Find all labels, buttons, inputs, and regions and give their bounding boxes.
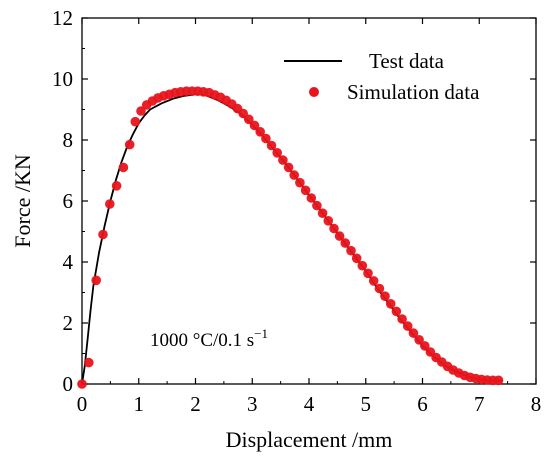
simulation-point <box>255 127 265 137</box>
simulation-point <box>380 291 390 302</box>
simulation-point <box>84 357 94 368</box>
simulation-point <box>130 116 141 127</box>
y-tick-label: 4 <box>63 250 74 274</box>
legend-label-simulation: Simulation data <box>347 80 480 104</box>
x-tick-label: 5 <box>361 392 372 416</box>
y-tick-label: 6 <box>63 189 74 213</box>
simulation-point <box>317 208 328 218</box>
simulation-point <box>391 306 402 317</box>
simulation-point <box>414 335 424 345</box>
simulation-point <box>105 199 115 209</box>
series-line-test-data <box>81 93 502 385</box>
simulation-point <box>272 148 283 158</box>
y-tick-label: 12 <box>52 6 73 30</box>
y-tick-label: 0 <box>63 372 74 396</box>
simulation-point <box>266 140 277 151</box>
simulation-point <box>323 216 334 226</box>
x-tick-label: 7 <box>474 392 485 416</box>
simulation-point <box>300 185 311 196</box>
simulation-point <box>118 162 129 173</box>
simulation-point <box>368 276 379 286</box>
legend: Test data Simulation data <box>284 49 480 104</box>
simulation-point <box>357 260 368 271</box>
series-layer <box>77 86 504 389</box>
simulation-point <box>111 181 122 191</box>
y-tick-label: 2 <box>63 311 74 335</box>
simulation-point <box>334 231 345 241</box>
simulation-point <box>244 114 254 125</box>
simulation-point <box>340 238 351 248</box>
simulation-point <box>385 299 396 309</box>
x-tick-label: 1 <box>134 392 145 416</box>
simulation-point <box>289 170 300 180</box>
simulation-point <box>261 133 271 144</box>
simulation-point <box>295 177 305 188</box>
x-axis-label: Displacement /mm <box>226 427 393 452</box>
simulation-point <box>402 321 413 331</box>
simulation-point <box>312 200 322 211</box>
simulation-point <box>420 341 430 351</box>
simulation-point <box>493 375 504 386</box>
simulation-point <box>136 106 146 116</box>
x-tick-label: 0 <box>77 392 88 416</box>
simulation-point <box>351 253 362 264</box>
simulation-point <box>278 155 288 165</box>
x-tick-label: 2 <box>190 392 201 416</box>
x-tick-label: 4 <box>304 392 315 416</box>
simulation-point <box>124 139 135 150</box>
legend-marker-swatch <box>309 87 319 97</box>
simulation-point <box>397 314 407 324</box>
simulation-point <box>329 223 339 234</box>
x-tick-label: 3 <box>247 392 258 416</box>
simulation-point <box>77 379 87 389</box>
simulation-point <box>306 193 317 203</box>
y-tick-label: 10 <box>52 67 73 91</box>
x-tick-label: 8 <box>531 392 542 416</box>
simulation-point <box>98 229 108 240</box>
simulation-point <box>374 283 385 294</box>
simulation-point <box>408 328 419 338</box>
simulation-point <box>363 268 373 279</box>
annotation-superscript: −1 <box>254 326 268 341</box>
simulation-point <box>249 120 260 131</box>
condition-annotation: 1000 °C/0.1 s−1 <box>150 326 268 351</box>
y-tick-label: 8 <box>63 128 74 152</box>
simulation-point <box>283 162 294 173</box>
legend-label-test: Test data <box>369 49 445 73</box>
y-axis-label: Force /KN <box>10 154 35 248</box>
x-tick-label: 6 <box>417 392 428 416</box>
annotation-main: 1000 °C/0.1 s <box>150 330 254 351</box>
simulation-point <box>91 275 101 286</box>
simulation-point <box>346 245 356 256</box>
